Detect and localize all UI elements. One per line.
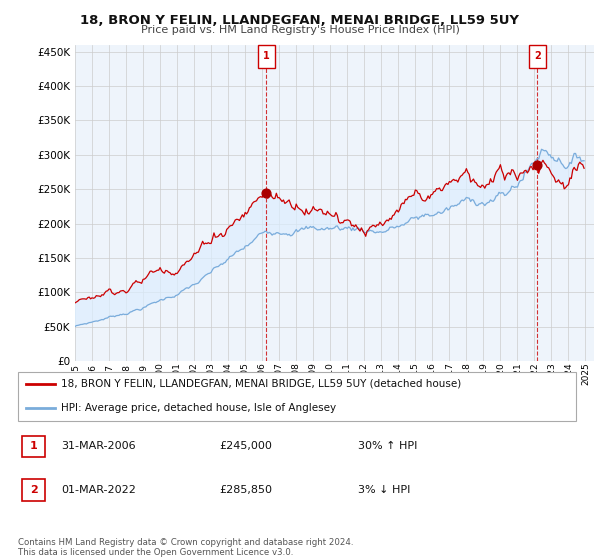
Point — [262, 188, 271, 197]
FancyBboxPatch shape — [258, 45, 275, 68]
Text: £285,850: £285,850 — [220, 485, 272, 495]
Text: 3% ↓ HPI: 3% ↓ HPI — [358, 485, 410, 495]
FancyBboxPatch shape — [22, 479, 46, 501]
Text: £245,000: £245,000 — [220, 441, 272, 451]
FancyBboxPatch shape — [22, 436, 46, 458]
Text: 18, BRON Y FELIN, LLANDEGFAN, MENAI BRIDGE, LL59 5UY (detached house): 18, BRON Y FELIN, LLANDEGFAN, MENAI BRID… — [61, 379, 461, 389]
FancyBboxPatch shape — [529, 45, 545, 68]
Text: 18, BRON Y FELIN, LLANDEGFAN, MENAI BRIDGE, LL59 5UY: 18, BRON Y FELIN, LLANDEGFAN, MENAI BRID… — [80, 14, 520, 27]
FancyBboxPatch shape — [18, 372, 577, 421]
Text: 2: 2 — [30, 485, 38, 495]
Text: 30% ↑ HPI: 30% ↑ HPI — [358, 441, 417, 451]
Text: Price paid vs. HM Land Registry's House Price Index (HPI): Price paid vs. HM Land Registry's House … — [140, 25, 460, 35]
Text: HPI: Average price, detached house, Isle of Anglesey: HPI: Average price, detached house, Isle… — [61, 403, 336, 413]
Text: 01-MAR-2022: 01-MAR-2022 — [61, 485, 136, 495]
Text: 31-MAR-2006: 31-MAR-2006 — [61, 441, 136, 451]
Text: 1: 1 — [30, 441, 38, 451]
Text: Contains HM Land Registry data © Crown copyright and database right 2024.
This d: Contains HM Land Registry data © Crown c… — [18, 538, 353, 557]
Text: 2: 2 — [534, 51, 541, 61]
Point — [533, 160, 542, 169]
Text: 1: 1 — [263, 51, 270, 61]
